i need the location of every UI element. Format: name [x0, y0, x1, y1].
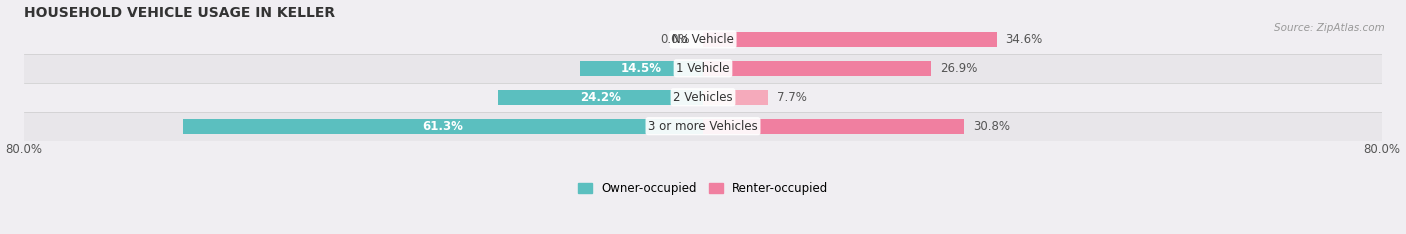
Bar [498, 90, 703, 105]
Text: 24.2%: 24.2% [579, 91, 620, 104]
Bar [703, 61, 931, 76]
Text: 0.0%: 0.0% [661, 33, 690, 46]
Text: 3 or more Vehicles: 3 or more Vehicles [648, 120, 758, 133]
Text: 14.5%: 14.5% [621, 62, 662, 75]
Bar [24, 25, 1382, 54]
Legend: Owner-occupied, Renter-occupied: Owner-occupied, Renter-occupied [578, 182, 828, 195]
Text: HOUSEHOLD VEHICLE USAGE IN KELLER: HOUSEHOLD VEHICLE USAGE IN KELLER [24, 6, 335, 20]
Text: 2 Vehicles: 2 Vehicles [673, 91, 733, 104]
Bar [703, 119, 965, 134]
Bar [703, 32, 997, 47]
Text: 1 Vehicle: 1 Vehicle [676, 62, 730, 75]
Text: 61.3%: 61.3% [422, 120, 464, 133]
Bar [183, 119, 703, 134]
Bar [24, 54, 1382, 83]
Text: 34.6%: 34.6% [1005, 33, 1042, 46]
Text: Source: ZipAtlas.com: Source: ZipAtlas.com [1274, 23, 1385, 33]
Text: 30.8%: 30.8% [973, 120, 1010, 133]
Bar [24, 83, 1382, 112]
Bar [24, 112, 1382, 141]
Text: 26.9%: 26.9% [939, 62, 977, 75]
Bar [579, 61, 703, 76]
Text: 7.7%: 7.7% [778, 91, 807, 104]
Bar [703, 90, 768, 105]
Text: No Vehicle: No Vehicle [672, 33, 734, 46]
